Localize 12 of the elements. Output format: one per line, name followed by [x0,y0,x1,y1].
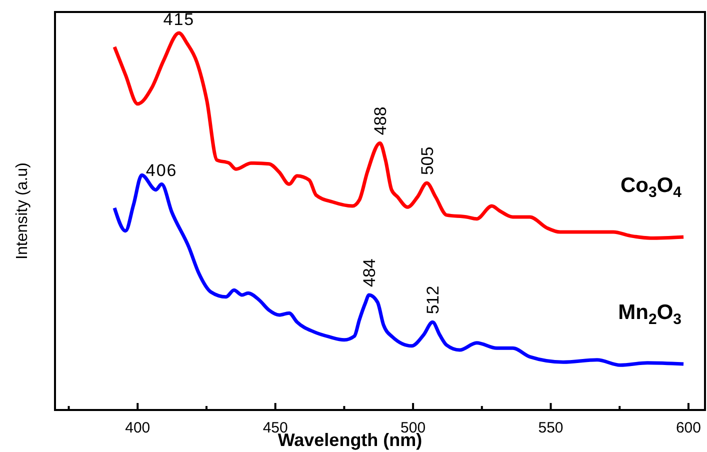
annotation: 406 [146,161,178,180]
annotation: 512 [424,286,443,314]
x-tick-label: 600 [676,420,701,437]
x-tick-label: 550 [538,420,564,437]
annotation: 488 [371,106,390,136]
annotation: 415 [163,10,195,29]
series-label: Mn$_{2}$O$_{3}$ [618,301,682,328]
y-axis-title: Intensity (a.u) [14,162,31,260]
series-label: Co$_{3}$O$_{4}$ [620,174,682,200]
x-tick-label: 400 [125,420,150,437]
annotation: 484 [360,258,379,288]
annotation: 505 [418,146,437,176]
